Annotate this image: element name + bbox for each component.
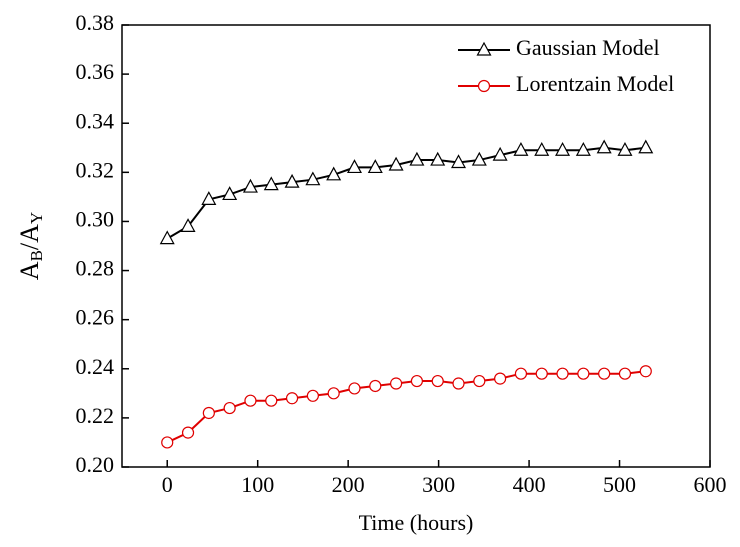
data-point	[389, 377, 403, 390]
data-point	[388, 156, 404, 171]
data-point	[223, 401, 236, 415]
data-point	[180, 218, 196, 232]
data-point	[222, 186, 238, 201]
data-point	[284, 173, 300, 188]
x-tick-label: 0	[162, 472, 173, 497]
data-point	[285, 392, 299, 405]
x-tick-label: 600	[694, 472, 727, 497]
data-point	[473, 374, 486, 388]
data-point	[451, 154, 467, 169]
y-tick-label: 0.28	[76, 256, 115, 281]
data-point	[471, 151, 487, 166]
x-tick-label: 100	[241, 472, 274, 497]
data-point	[326, 166, 342, 181]
data-point	[265, 394, 278, 407]
plot-frame	[121, 24, 711, 468]
data-point	[202, 406, 215, 420]
data-point	[244, 394, 257, 407]
data-point	[514, 367, 528, 380]
data-point	[369, 379, 382, 393]
data-point	[346, 159, 362, 174]
y-tick-label: 0.20	[76, 452, 115, 477]
data-point	[618, 367, 632, 380]
data-point	[494, 372, 507, 385]
data-point	[617, 141, 633, 156]
data-point	[535, 367, 548, 380]
data-point	[555, 141, 571, 156]
data-point	[181, 426, 195, 439]
data-point	[201, 191, 217, 205]
data-point	[410, 374, 424, 388]
y-label-sub: Y	[27, 212, 46, 224]
legend-marker	[476, 41, 492, 56]
data-point	[161, 436, 174, 449]
data-point	[492, 146, 508, 161]
series-line	[166, 146, 646, 240]
y-tick-label: 0.22	[76, 403, 115, 428]
y-axis-label: AB/AY	[15, 212, 46, 280]
legend-marker	[477, 79, 491, 93]
y-tick-label: 0.24	[76, 354, 115, 379]
x-tick-label: 200	[332, 472, 365, 497]
y-label-sub: B	[27, 250, 46, 261]
data-point	[513, 141, 529, 156]
y-tick-label: 0.26	[76, 305, 115, 330]
x-tick-label: 400	[513, 472, 546, 497]
data-point	[639, 365, 652, 378]
y-tick-label: 0.30	[76, 206, 115, 231]
y-tick-label: 0.36	[76, 59, 115, 84]
x-tick-label: 500	[603, 472, 636, 497]
data-point	[305, 171, 321, 186]
data-point	[367, 159, 383, 174]
legend-label: Gaussian Model	[516, 35, 660, 60]
data-point	[431, 374, 444, 388]
data-point	[452, 377, 465, 390]
data-point	[430, 151, 446, 166]
data-point	[327, 387, 340, 400]
x-axis-label: Time (hours)	[359, 510, 474, 535]
x-tick-label: 300	[422, 472, 455, 497]
data-point	[306, 389, 319, 402]
data-point	[159, 230, 175, 245]
y-label-part: A	[15, 261, 44, 280]
data-point	[638, 139, 654, 154]
data-point	[263, 176, 279, 191]
y-tick-label: 0.38	[76, 10, 115, 35]
y-label-part: /A	[15, 224, 44, 250]
data-point	[596, 139, 612, 154]
data-point	[534, 141, 550, 156]
y-tick-label: 0.32	[76, 157, 115, 182]
series-line	[166, 370, 646, 444]
data-point	[348, 382, 361, 395]
data-point	[409, 151, 425, 166]
legend-label: Lorentzain Model	[516, 71, 674, 96]
data-point	[556, 367, 569, 380]
data-point	[575, 141, 591, 156]
y-tick-label: 0.34	[76, 108, 115, 133]
data-point	[598, 367, 611, 380]
data-point	[242, 178, 258, 193]
data-point	[577, 367, 590, 380]
